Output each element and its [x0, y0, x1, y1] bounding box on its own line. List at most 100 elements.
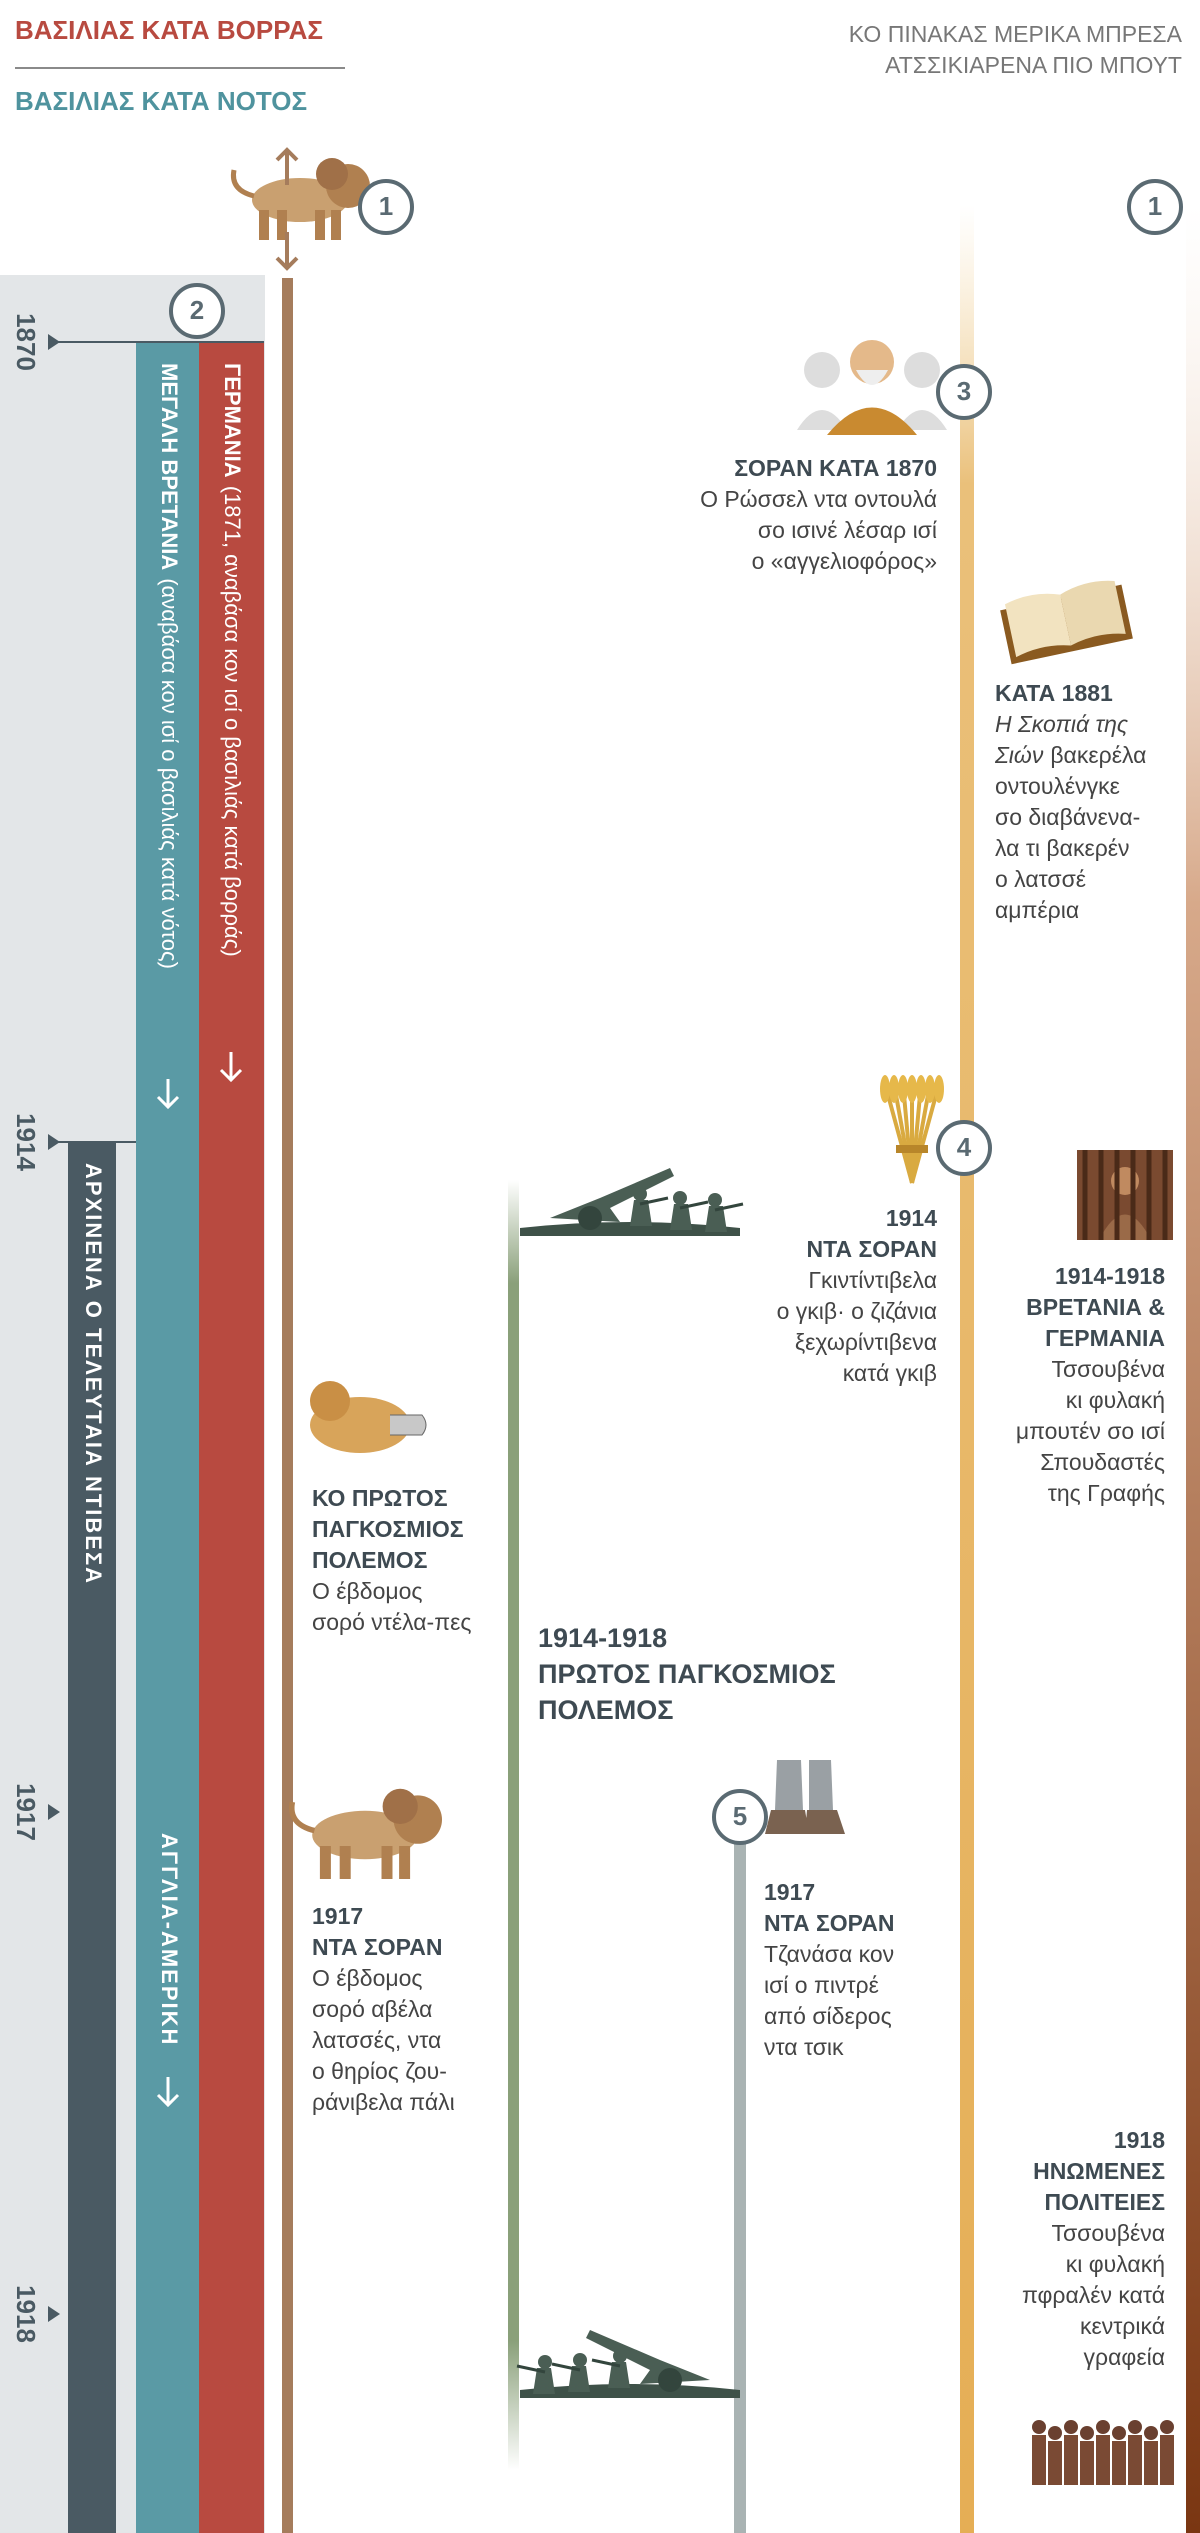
event-title: ΝΤΑ ΣΟΡΑΝ	[312, 1934, 443, 1960]
year-marker	[48, 2306, 60, 2322]
year-marker	[48, 334, 60, 350]
event-text: Γκιντίντιβελα	[808, 1267, 937, 1293]
bar-label: ΓΕΡΜΑΝΙΑ (1871, αναβάσα κον ισί ο βασιλιά…	[220, 363, 245, 957]
cannon	[586, 2330, 710, 2384]
year-label: 1917	[11, 1783, 41, 1841]
event-text: της Γραφής	[1048, 1480, 1165, 1506]
event-text: ξεχωρίντιβενα	[795, 1329, 937, 1355]
badge-number: 4	[957, 1132, 972, 1162]
event-text: γραφεία	[1084, 2344, 1165, 2370]
leg	[775, 1760, 833, 1810]
event-title: ΠΑΓΚΟΣΜΙΟΣ	[312, 1516, 464, 1542]
bar-germany	[199, 342, 264, 2533]
bar-label: ΑΓΓΛΙΑ-ΑΜΕΡΙΚΗ	[157, 1833, 182, 2046]
foot	[765, 1810, 845, 1834]
bar-name: ΑΡΧΙΝΕΝΑ Ο ΤΕΛΕΥΤΑΙΑ ΝΤΙΒΕΣΑ	[81, 1163, 106, 1585]
badge-number: 2	[190, 295, 204, 325]
person-body	[1160, 2435, 1174, 2485]
bar-name: ΑΓΓΛΙΑ-ΑΜΕΡΙΚΗ	[157, 1833, 182, 2046]
lion-tail	[230, 169, 255, 199]
prison-bar	[1130, 1150, 1136, 1240]
cannon	[550, 1168, 674, 1222]
wheat-stalk	[910, 1094, 938, 1184]
event-text: Τσσουβένα	[1051, 1356, 1165, 1382]
gray-line	[734, 1840, 746, 2533]
event-title: 1917	[764, 1879, 815, 1905]
bar-arrow	[219, 1052, 243, 1083]
lion-leg	[399, 1846, 411, 1879]
book-illustration	[1000, 580, 1133, 665]
event-text: αμπέρια	[995, 897, 1079, 923]
event-text: από σίδερος	[764, 2003, 892, 2029]
wheat-ear	[880, 1075, 890, 1103]
gold-line	[960, 205, 974, 2533]
wheat-ear	[925, 1075, 935, 1103]
event-text: σο ισινέ λέσαρ ισί	[758, 517, 937, 543]
lion-leg	[315, 210, 325, 240]
prison-bar	[1098, 1150, 1104, 1240]
event-text: μπουτέν σο ισί	[1016, 1418, 1165, 1444]
event-text: Ο έβδομος	[312, 1578, 423, 1604]
event-text: ο θηρίος ζου-	[312, 2058, 447, 2084]
prison-bar	[1082, 1150, 1088, 1240]
event-text: Ο έβδομος	[312, 1965, 423, 1991]
green-line	[508, 1180, 519, 2470]
book-page	[1004, 593, 1071, 658]
lion-leg	[319, 1846, 331, 1879]
bar-arrow	[156, 1079, 180, 1110]
prisoner-body	[1099, 1214, 1151, 1240]
year-marker	[48, 1134, 60, 1150]
soldier-head	[633, 1187, 647, 1201]
event-title: ΠΟΛΕΜΟΣ	[538, 1695, 674, 1725]
feet-illustration	[765, 1760, 845, 1834]
person-shadow	[797, 410, 947, 430]
bar-name: ΜΕΓΑΛΗ ΒΡΕΤΑΝΙΑ	[157, 363, 182, 570]
bar-last-days	[68, 1142, 116, 2533]
wheel	[578, 1206, 602, 1230]
year-marker	[48, 1804, 60, 1820]
event-text: ο λατσσέ	[995, 866, 1086, 892]
lion-leg	[277, 210, 287, 240]
rifle	[551, 2362, 581, 2372]
event-text: Ο Ρώσσελ ντα οντουλά	[700, 486, 937, 512]
person-head	[1160, 2420, 1174, 2434]
badge-number: 1	[1148, 191, 1162, 221]
beast-head	[310, 1381, 350, 1421]
crowd-illustration	[1032, 2420, 1174, 2485]
person-body	[1048, 2441, 1062, 2485]
badge-circle	[936, 364, 992, 420]
lion-leg	[381, 1846, 393, 1879]
soldier-body	[630, 1200, 652, 1226]
lion-illustration	[230, 158, 370, 240]
wheat-ear	[889, 1075, 899, 1103]
event-title: 1918	[1114, 2127, 1165, 2153]
person-body	[1096, 2435, 1110, 2485]
event-title: 1917	[312, 1903, 363, 1929]
soldier-body	[705, 1206, 727, 1232]
person-shadow	[804, 352, 840, 388]
person-head	[1048, 2426, 1062, 2440]
bar-britain	[136, 342, 199, 2533]
event-text: Σπουδαστές	[1040, 1449, 1165, 1475]
event-text: Τσσουβένα	[1051, 2220, 1165, 2246]
badge-number: 5	[733, 1801, 747, 1831]
wheat-ear	[898, 1075, 908, 1103]
lion-leg	[339, 1846, 351, 1879]
person-head	[1032, 2420, 1046, 2434]
badge-circle	[1127, 179, 1183, 235]
event-title: 1914-1918	[1055, 1263, 1165, 1289]
event-text: κι φυλακή	[1066, 2251, 1165, 2277]
person-head	[1064, 2420, 1078, 2434]
event-title: ΝΤΑ ΣΟΡΑΝ	[764, 1910, 895, 1936]
lion-illustration	[289, 1788, 442, 1879]
rifle	[591, 2358, 621, 2368]
event-text: σορό αβέλα	[312, 1996, 432, 2022]
soldier-body	[608, 2362, 630, 2388]
person-body	[1144, 2441, 1158, 2485]
bar-note: (1871, αναβάσα κον ισί ο βασιλιάς κατά β…	[220, 486, 245, 957]
event-text: ντα τσικ	[764, 2034, 844, 2060]
lion-leg	[259, 210, 269, 240]
rifle	[639, 1196, 669, 1206]
person-body	[827, 407, 917, 435]
event-text: κι φυλακή	[1066, 1387, 1165, 1413]
